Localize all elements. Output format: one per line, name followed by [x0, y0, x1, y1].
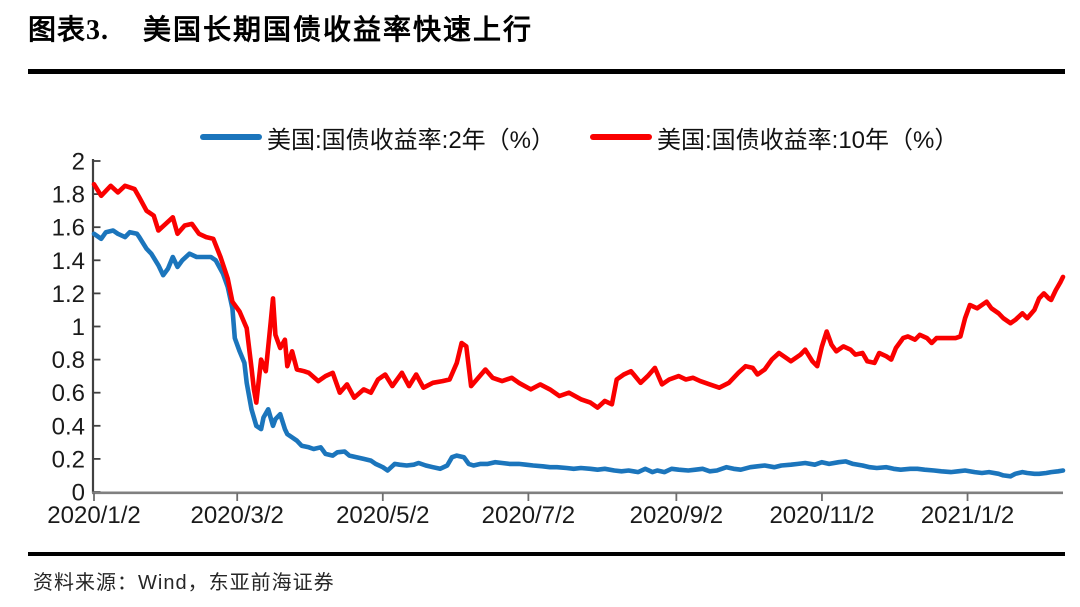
- page-title: 美国长期国债收益率快速上行: [143, 15, 534, 46]
- x-tick-label: 2020/1/2: [47, 502, 140, 529]
- x-tick-label: 2020/9/2: [630, 502, 723, 529]
- y-tick-label: 0.8: [52, 347, 85, 374]
- y-tick-label: 0.2: [52, 446, 85, 473]
- y-tick-label: 0.4: [52, 413, 85, 440]
- series-line-10y: [91, 181, 1066, 410]
- legend-label-10y: 美国:国债收益率:10年（%）: [657, 126, 959, 154]
- x-tick-label: 2020/5/2: [336, 502, 429, 529]
- y-tick-label: 0.6: [52, 380, 85, 407]
- y-tick-label: 1.6: [52, 215, 85, 242]
- legend-line-swatch-blue: [200, 133, 262, 141]
- x-tick-label: 2020/3/2: [190, 502, 283, 529]
- y-tick-label: 1.8: [52, 182, 85, 209]
- top-divider: [28, 69, 1065, 74]
- y-tick-label: 1.2: [52, 281, 85, 308]
- chart-index-label: 图表3.: [28, 15, 110, 46]
- series-line-2y: [91, 228, 1066, 479]
- x-tick-label: 2021/1/2: [921, 502, 1014, 529]
- legend-item-10y: 美国:国债收益率:10年（%）: [590, 122, 959, 154]
- chart-title-row: 图表3. 美国长期国债收益率快速上行: [28, 8, 533, 48]
- legend-line-swatch-red: [590, 133, 652, 141]
- y-tick-label: 1.4: [52, 248, 85, 275]
- legend-item-2y: 美国:国债收益率:2年（%）: [200, 122, 556, 154]
- y-tick-label: 1: [72, 314, 85, 341]
- legend-label-2y: 美国:国债收益率:2年（%）: [267, 126, 556, 154]
- y-tick-label: 2: [72, 149, 85, 176]
- y-tick-label: 0: [72, 480, 85, 507]
- x-tick-label: 2020/7/2: [482, 502, 575, 529]
- y-axis: 0 0.2 0.4 0.6 0.8 1 1.2 1.4 1.6 1.8 2: [52, 149, 101, 507]
- x-axis: 2020/1/2 2020/3/2 2020/5/2 2020/7/2 2020/9/2…: [47, 491, 1063, 529]
- source-note: 资料来源：Wind，东亚前海证券: [33, 572, 335, 594]
- x-tick-label: 2020/11/2: [769, 502, 874, 529]
- bottom-divider: [28, 552, 1065, 556]
